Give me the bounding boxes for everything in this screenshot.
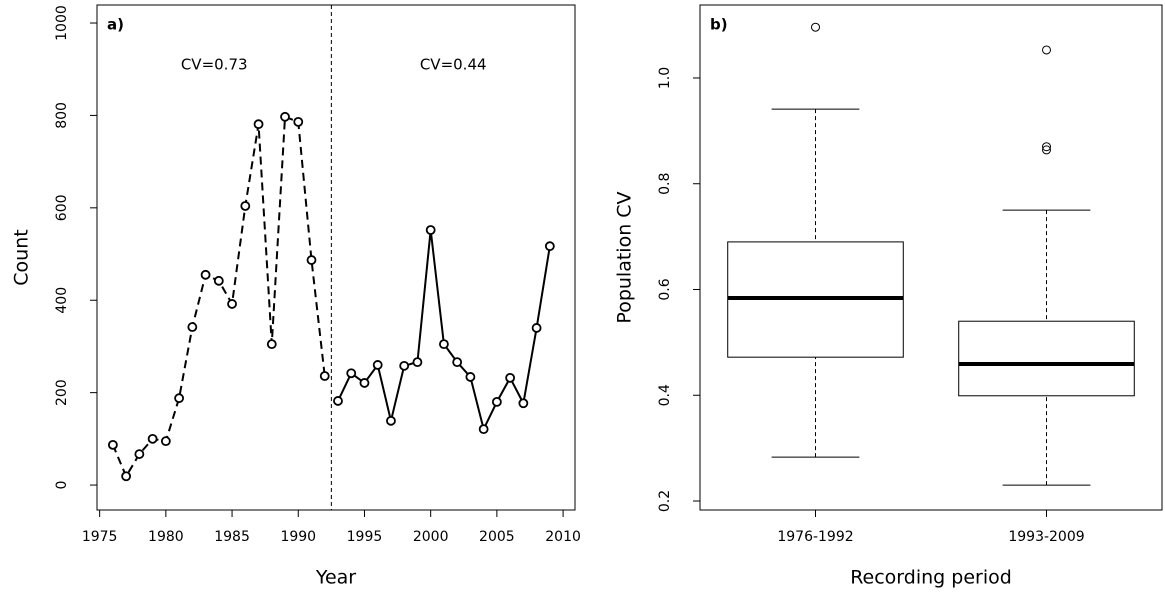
data-point (280, 111, 290, 122)
data-point (452, 357, 463, 368)
data-point (213, 275, 224, 286)
data-point (134, 449, 145, 459)
outlier (1042, 142, 1051, 152)
x-tick-label: 1990 (280, 529, 316, 545)
data-point (531, 323, 542, 333)
x-tick-label: 1995 (347, 529, 383, 545)
y-tick-label: 0.2 (657, 490, 673, 512)
y-tick-label: 200 (54, 379, 70, 406)
plot-frame (699, 4, 1163, 511)
data-point (478, 424, 489, 435)
y-tick-label: 1000 (54, 5, 70, 41)
outlier (811, 22, 820, 32)
series-line (111, 115, 326, 479)
y-tick-label: 0 (54, 481, 70, 490)
data-point (306, 255, 317, 265)
data-point (160, 436, 171, 447)
data-point (491, 396, 502, 407)
data-point (147, 433, 158, 444)
y-tick-label: 0.8 (657, 173, 673, 195)
data-point (425, 225, 436, 235)
panel-label: a) (107, 16, 124, 34)
y-tick-label: 0.6 (657, 278, 673, 300)
data-point (359, 378, 370, 388)
data-point (240, 201, 251, 211)
data-point (439, 339, 449, 350)
data-point (333, 396, 343, 406)
data-point (505, 372, 516, 383)
y-tick-label: 1.0 (657, 67, 673, 89)
annotation: CV=0.44 (420, 56, 487, 74)
x-axis-title: Recording period (850, 567, 1012, 589)
x-tick-label: 1985 (214, 529, 250, 545)
outlier (1042, 145, 1051, 155)
series-line (337, 229, 551, 433)
data-point (399, 360, 410, 371)
data-point (319, 371, 330, 381)
y-tick-label: 600 (54, 194, 70, 221)
plot-frame (96, 4, 576, 511)
x-tick-label: 2000 (413, 529, 449, 545)
data-point (518, 398, 529, 409)
x-tick-label: 2005 (479, 529, 515, 545)
y-tick-label: 0.4 (657, 384, 673, 406)
y-tick-label: 800 (54, 102, 70, 129)
x-tick-label: 1993-2009 (1008, 529, 1084, 545)
x-tick-label: 2010 (545, 529, 581, 545)
data-point (107, 439, 118, 450)
data-point (266, 339, 277, 350)
data-point (386, 415, 396, 426)
panel-label: b) (710, 16, 728, 34)
data-point (253, 119, 264, 130)
y-tick-label: 400 (54, 287, 70, 314)
data-point (544, 241, 555, 252)
data-point (174, 393, 184, 404)
x-tick-label: 1980 (148, 529, 184, 545)
annotation: CV=0.73 (181, 56, 248, 74)
data-point (227, 299, 237, 309)
data-point (412, 357, 423, 368)
data-point (187, 322, 198, 332)
y-axis-title: Population CV (614, 191, 636, 323)
x-tick-label: 1976-1992 (777, 529, 853, 545)
box (958, 320, 1135, 397)
data-point (465, 372, 476, 382)
y-axis-title: Count (11, 229, 33, 285)
x-tick-label: 1975 (82, 529, 118, 545)
data-point (121, 471, 132, 482)
data-point (200, 269, 211, 280)
x-axis-title: Year (315, 567, 356, 589)
data-point (293, 116, 304, 127)
data-point (346, 368, 357, 379)
data-point (372, 360, 383, 370)
outlier (1042, 45, 1051, 55)
